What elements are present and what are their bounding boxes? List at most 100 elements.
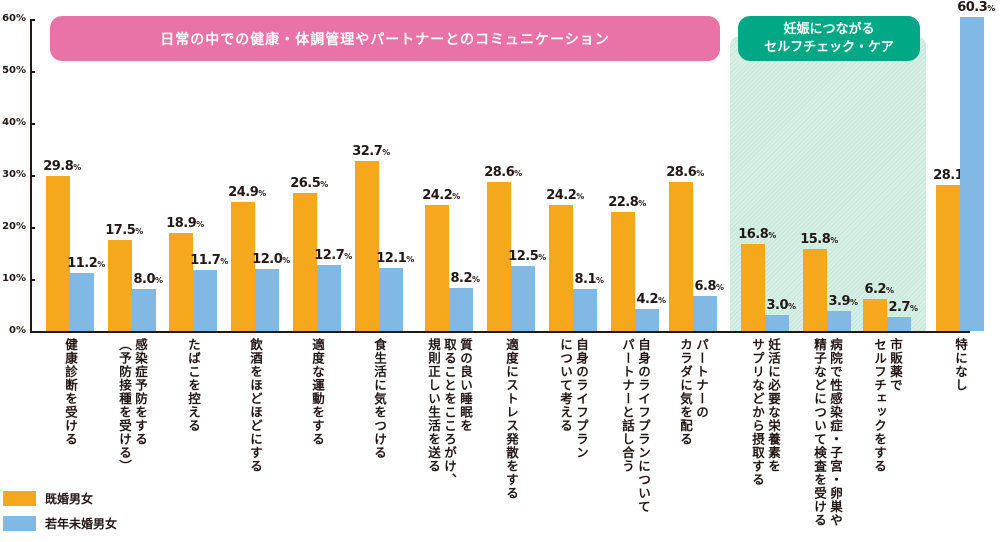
legend-item-single: 若年未婚男女 bbox=[3, 515, 117, 532]
y-tick-mark bbox=[30, 175, 35, 177]
pregnancy-group-banner: 妊娠につながる セルフチェック・ケア bbox=[738, 16, 920, 61]
category-label: 妊活に必要な栄養素を サプリなどから摂取する bbox=[750, 338, 781, 487]
x-axis bbox=[30, 331, 970, 333]
category-label: 食生活に気をつける bbox=[372, 338, 387, 460]
bar-single bbox=[379, 268, 403, 331]
y-tick-label: 60% bbox=[2, 13, 26, 24]
bar-married bbox=[803, 248, 827, 331]
bar-single bbox=[573, 288, 597, 331]
bar-married bbox=[669, 182, 693, 331]
value-label-married: 24.2% bbox=[546, 188, 584, 204]
value-label-married: 24.9% bbox=[228, 184, 266, 200]
bar-married bbox=[741, 243, 765, 331]
bar-single bbox=[887, 316, 911, 331]
category-label: 特になし bbox=[953, 338, 968, 392]
bar-married bbox=[355, 160, 379, 331]
bar-single bbox=[132, 289, 156, 331]
legend-swatch-single bbox=[3, 516, 36, 531]
y-tick-label: 30% bbox=[2, 169, 26, 180]
bar-married bbox=[611, 212, 635, 331]
value-label-single: 12.7% bbox=[314, 247, 352, 263]
bar-married bbox=[863, 298, 887, 331]
value-label-single: 12.0% bbox=[252, 251, 290, 267]
category-label: 自身のライフプラン について考える bbox=[558, 338, 589, 460]
legend-label-married: 既婚男女 bbox=[45, 492, 94, 506]
y-tick-label: 0% bbox=[9, 325, 26, 336]
y-tick-mark bbox=[30, 227, 35, 229]
value-label-single: 3.9% bbox=[828, 293, 858, 309]
bar-married bbox=[293, 193, 317, 331]
y-tick-mark bbox=[30, 71, 35, 73]
value-label-single: 8.2% bbox=[450, 271, 480, 287]
value-label-married: 15.8% bbox=[800, 231, 838, 247]
value-label-married: 16.8% bbox=[738, 226, 776, 242]
bar-single bbox=[193, 270, 217, 331]
bar-married bbox=[425, 205, 449, 331]
pregnancy-group-label-line1: 妊娠につながる bbox=[783, 21, 875, 37]
category-label: 飲酒をほどほどにする bbox=[248, 338, 263, 473]
value-label-single: 60.3% bbox=[957, 0, 995, 16]
legend-swatch-married bbox=[3, 491, 36, 506]
bar-single bbox=[827, 310, 851, 331]
value-label-single: 8.0% bbox=[133, 272, 163, 288]
category-label: 適度な運動をする bbox=[310, 338, 325, 446]
bar-single bbox=[511, 266, 535, 331]
daily-health-group-banner: 日常の中での健康・体調管理やパートナーとのコミュニケーション bbox=[50, 16, 720, 61]
value-label-single: 11.2% bbox=[67, 255, 105, 271]
y-tick-mark bbox=[30, 123, 35, 125]
bar-single bbox=[449, 288, 473, 331]
value-label-married: 28.6% bbox=[484, 165, 522, 181]
bar-single bbox=[255, 268, 279, 331]
value-label-single: 2.7% bbox=[888, 299, 918, 315]
value-label-single: 12.1% bbox=[376, 251, 414, 267]
value-label-married: 17.5% bbox=[105, 223, 143, 238]
category-label: 自身のライフプランについて パートナーと話し合う bbox=[620, 338, 651, 514]
y-tick-label: 10% bbox=[2, 273, 26, 284]
bar-single bbox=[635, 309, 659, 331]
category-label: 適度にストレス発散をする bbox=[504, 338, 519, 500]
bar-single bbox=[765, 315, 789, 331]
bar-married bbox=[46, 176, 70, 331]
value-label-married: 29.8% bbox=[43, 159, 81, 175]
bar-married bbox=[549, 205, 573, 331]
category-label: 質の良い睡眠を 取ることをこころがけ、 規則正しい生活を送る bbox=[426, 338, 473, 487]
value-label-single: 4.2% bbox=[636, 292, 666, 308]
value-label-married: 26.5% bbox=[290, 176, 328, 192]
category-label: パートナーの カラダに気を配る bbox=[678, 338, 709, 446]
value-label-single: 12.5% bbox=[508, 249, 546, 264]
bar-married bbox=[231, 201, 255, 331]
value-label-married: 24.2% bbox=[422, 188, 460, 204]
y-tick-mark bbox=[30, 279, 35, 281]
daily-health-group-label: 日常の中での健康・体調管理やパートナーとのコミュニケーション bbox=[160, 31, 610, 48]
bar-married bbox=[108, 240, 132, 331]
pregnancy-group-label-line2: セルフチェック・ケア bbox=[764, 39, 894, 55]
value-label-married: 22.8% bbox=[608, 195, 646, 211]
bar-married bbox=[936, 184, 960, 331]
category-label: 健康診断を受ける bbox=[63, 338, 78, 446]
value-label-single: 6.8% bbox=[694, 278, 724, 294]
category-label: たばこを控える bbox=[186, 338, 201, 433]
bar-married bbox=[169, 232, 193, 331]
y-tick-label: 50% bbox=[2, 65, 26, 76]
value-label-married: 32.7% bbox=[352, 143, 390, 159]
bar-single bbox=[960, 17, 984, 331]
value-label-single: 11.7% bbox=[190, 253, 228, 269]
category-label: 市販薬で セルフチェックをする bbox=[872, 338, 903, 473]
bar-married bbox=[487, 182, 511, 331]
legend-label-single: 若年未婚男女 bbox=[45, 517, 118, 531]
category-label: 病院で性感染症・子宮・卵巣や 精子などについて検査を受ける bbox=[812, 338, 843, 527]
y-tick-label: 40% bbox=[2, 117, 26, 128]
category-label: 感染症予防をする （予防接種を受ける） bbox=[117, 338, 148, 473]
value-label-married: 18.9% bbox=[166, 215, 204, 231]
value-label-single: 8.1% bbox=[574, 271, 604, 287]
bar-single bbox=[317, 264, 341, 331]
value-label-married: 28.6% bbox=[666, 165, 704, 181]
value-label-single: 3.0% bbox=[766, 298, 796, 314]
bar-single bbox=[70, 272, 94, 331]
y-tick-mark bbox=[30, 19, 35, 21]
y-tick-label: 20% bbox=[2, 221, 26, 232]
bar-single bbox=[693, 295, 717, 331]
legend-item-married: 既婚男女 bbox=[3, 490, 93, 507]
value-label-married: 6.2% bbox=[864, 281, 894, 297]
